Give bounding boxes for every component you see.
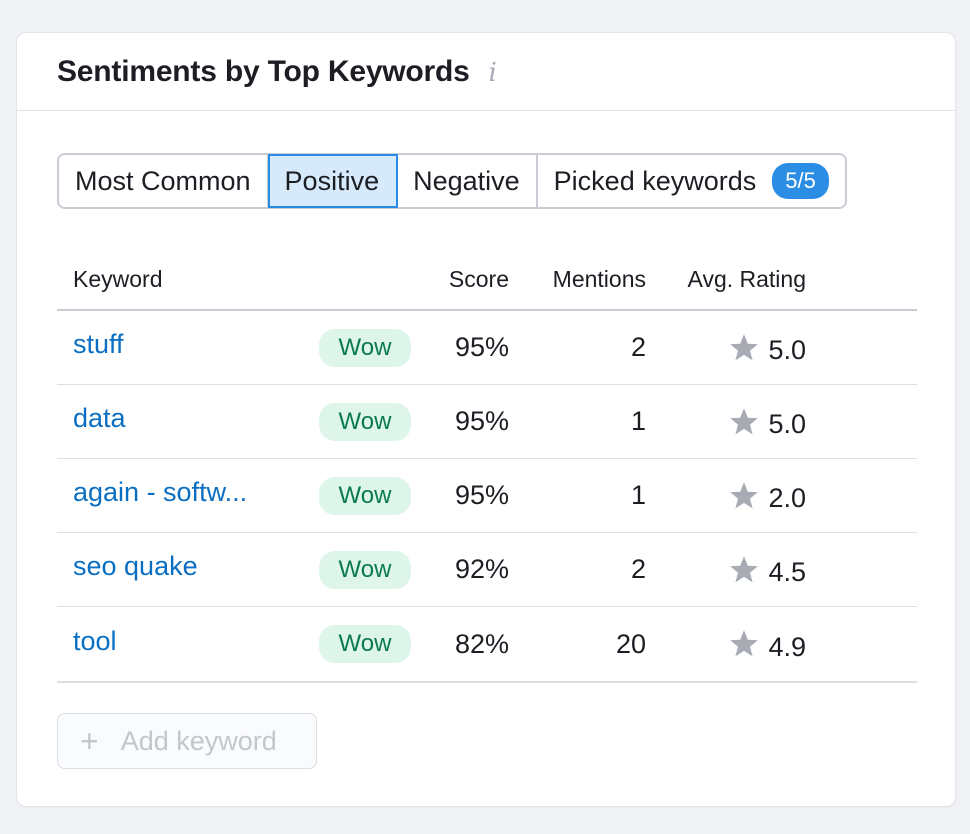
rating-cell: 2.0: [646, 477, 806, 514]
keyword-cell: again - softw...: [57, 477, 319, 508]
table-row: data Wow 95% 1 5.0: [57, 385, 917, 459]
table-header: Keyword Score Mentions Avg. Rating: [57, 249, 917, 311]
keyword-link[interactable]: stuff: [73, 329, 124, 359]
mentions-cell: 1: [630, 406, 646, 436]
sentiment-cell: Wow: [319, 550, 413, 589]
sentiment-badge: Wow: [319, 328, 411, 367]
tab-negative[interactable]: Negative: [397, 155, 538, 207]
sentiment-cell: Wow: [319, 476, 413, 515]
sentiment-cell: Wow: [319, 402, 413, 441]
tab-picked-keywords[interactable]: Picked keywords 5/5: [537, 155, 845, 207]
sentiments-widget: Sentiments by Top Keywords i Most Common…: [16, 32, 956, 807]
rating-value: 2.0: [768, 483, 806, 513]
rating-cell: 4.9: [646, 626, 806, 663]
keywords-table: Keyword Score Mentions Avg. Rating stuff…: [57, 249, 917, 683]
plus-icon: +: [80, 723, 99, 759]
rating-value: 4.5: [768, 557, 806, 587]
keyword-link[interactable]: tool: [73, 625, 117, 656]
picked-count-badge: 5/5: [772, 163, 829, 199]
rating-cell: 5.0: [646, 329, 806, 366]
keyword-cell: stuff: [57, 329, 319, 360]
rating-value: 5.0: [768, 409, 806, 439]
info-icon[interactable]: i: [488, 57, 497, 88]
mentions-cell: 2: [630, 332, 646, 362]
add-keyword-button[interactable]: + Add keyword: [57, 713, 317, 769]
keyword-cell: tool: [57, 626, 319, 657]
rating-value: 4.9: [768, 631, 806, 662]
sentiment-tabs: Most Common Positive Negative Picked key…: [57, 153, 847, 209]
mentions-cell: 1: [630, 480, 646, 510]
table-row: seo quake Wow 92% 2 4.5: [57, 533, 917, 607]
column-header-keyword[interactable]: Keyword: [73, 265, 163, 292]
column-header-score[interactable]: Score: [448, 265, 509, 292]
tab-label: Positive: [284, 165, 380, 196]
sentiment-badge: Wow: [319, 550, 411, 589]
keyword-link[interactable]: seo quake: [73, 551, 198, 581]
widget-title: Sentiments by Top Keywords: [57, 54, 470, 88]
sentiment-badge: Wow: [319, 402, 411, 441]
score-cell: 95%: [454, 332, 509, 362]
table-body: stuff Wow 95% 2 5.0 data Wow 95% 1 5.0 again - sof…: [57, 311, 917, 683]
keyword-cell: seo quake: [57, 551, 319, 582]
sentiment-badge: Wow: [319, 476, 411, 515]
column-header-rating[interactable]: Avg. Rating: [687, 265, 806, 292]
tab-most-common[interactable]: Most Common: [59, 155, 269, 207]
star-icon: [728, 481, 760, 511]
add-keyword-label: Add keyword: [120, 725, 277, 756]
star-icon: [728, 629, 760, 659]
sentiment-cell: Wow: [319, 328, 413, 367]
mentions-cell: 20: [615, 628, 646, 659]
keyword-link[interactable]: again - softw...: [73, 477, 248, 507]
tab-label: Negative: [413, 165, 520, 196]
rating-value: 5.0: [768, 335, 806, 365]
tab-label: Picked keywords: [553, 165, 757, 196]
column-header-mentions[interactable]: Mentions: [552, 265, 646, 292]
sentiment-cell: Wow: [319, 625, 413, 663]
tab-positive[interactable]: Positive: [267, 154, 399, 208]
keyword-link[interactable]: data: [73, 403, 126, 433]
tab-label: Most Common: [75, 165, 251, 196]
rating-cell: 4.5: [646, 551, 806, 588]
score-cell: 95%: [454, 406, 509, 436]
score-cell: 92%: [454, 554, 509, 584]
star-icon: [728, 333, 760, 363]
score-cell: 95%: [454, 480, 509, 510]
score-cell: 82%: [454, 628, 509, 659]
rating-cell: 5.0: [646, 403, 806, 440]
sentiment-badge: Wow: [319, 625, 411, 663]
star-icon: [728, 407, 760, 437]
mentions-cell: 2: [630, 554, 646, 584]
keyword-cell: data: [57, 403, 319, 434]
table-row: stuff Wow 95% 2 5.0: [57, 311, 917, 385]
table-row: tool Wow 82% 20 4.9: [57, 607, 917, 683]
star-icon: [728, 555, 760, 585]
table-row: again - softw... Wow 95% 1 2.0: [57, 459, 917, 533]
widget-header: Sentiments by Top Keywords i: [17, 33, 955, 111]
